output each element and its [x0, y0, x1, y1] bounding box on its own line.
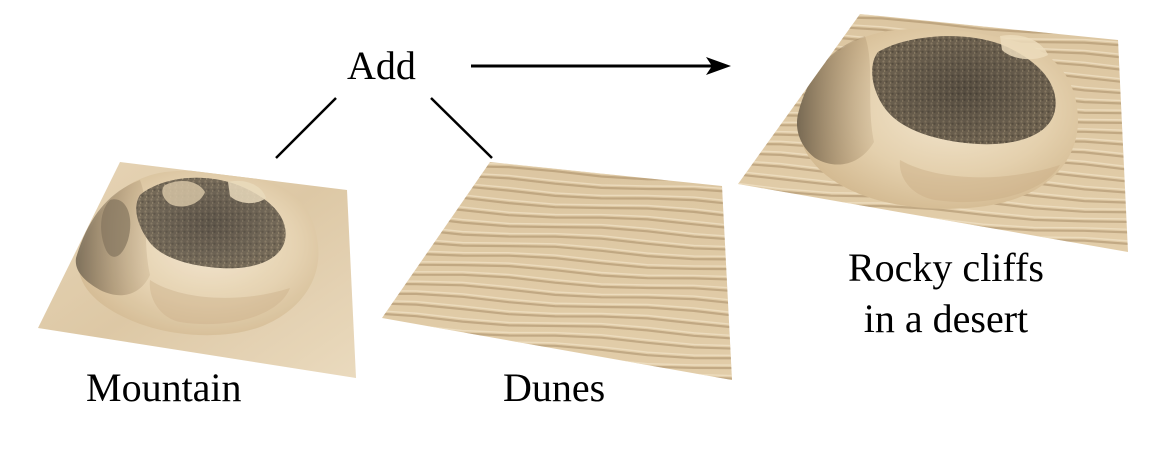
connector-mountain — [275, 97, 337, 159]
result-label-line1: Rocky cliffs — [848, 245, 1044, 290]
dune-ripple-highlight — [382, 309, 732, 337]
dune-ripple-highlight — [738, 14, 1128, 22]
mountain-terrain-image — [38, 162, 356, 378]
dune-ripple — [382, 272, 732, 293]
dunes-label: Dunes — [503, 365, 606, 410]
dune-ripple-highlight — [382, 290, 732, 314]
dune-ripple — [382, 292, 732, 318]
dune-ripple — [382, 282, 732, 305]
operation-label: Add — [347, 43, 416, 88]
result-label-line2: in a desert — [863, 295, 1029, 341]
dune-ripple-highlight — [382, 257, 732, 278]
dune-ripple — [382, 247, 732, 271]
result-label: Rocky cliffs in a desert — [848, 243, 1044, 345]
dune-ripple-highlight — [382, 162, 732, 168]
result-terrain-image — [738, 14, 1128, 252]
dune-ripple — [738, 14, 1128, 26]
result-arrow — [471, 57, 731, 75]
connectors — [275, 57, 731, 159]
dune-ripple — [382, 312, 732, 341]
dune-ripple — [382, 162, 732, 172]
connector-dunes — [430, 97, 493, 159]
dune-ripple — [382, 260, 732, 281]
mountain-label: Mountain — [86, 365, 242, 410]
dune-ripple-highlight — [382, 299, 732, 326]
dune-ripple-highlight — [382, 245, 732, 267]
dune-ripple — [382, 302, 732, 330]
dune-ripple-highlight — [382, 280, 732, 302]
dune-ripple-highlight — [382, 269, 732, 290]
